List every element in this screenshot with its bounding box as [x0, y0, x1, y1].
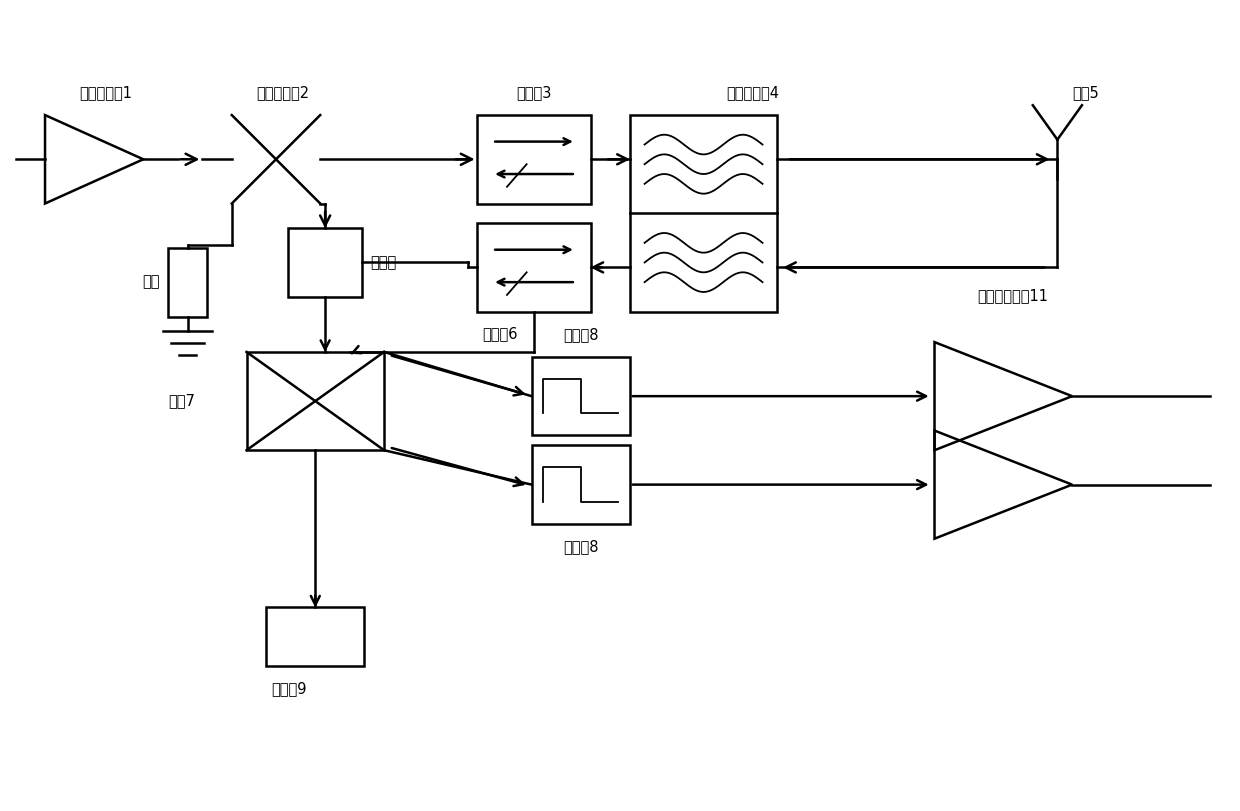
Text: 检波器9: 检波器9 — [272, 681, 306, 696]
Text: 正向耦合器2: 正向耦合器2 — [257, 85, 310, 101]
FancyBboxPatch shape — [477, 223, 590, 311]
Text: 限幅器8: 限幅器8 — [563, 327, 599, 342]
FancyBboxPatch shape — [630, 115, 777, 311]
FancyBboxPatch shape — [247, 352, 384, 450]
Text: 检波器: 检波器 — [370, 255, 396, 270]
FancyBboxPatch shape — [288, 228, 362, 297]
Text: 天线5: 天线5 — [1073, 85, 1099, 101]
FancyBboxPatch shape — [167, 247, 207, 316]
Text: 隔离器6: 隔离器6 — [482, 326, 518, 341]
FancyBboxPatch shape — [532, 357, 630, 436]
Text: 低噪声放大器11: 低噪声放大器11 — [977, 288, 1049, 303]
Text: 负载: 负载 — [143, 275, 160, 290]
Text: 电桥7: 电桥7 — [167, 393, 195, 409]
FancyBboxPatch shape — [477, 115, 590, 204]
Text: 功率放大器1: 功率放大器1 — [79, 85, 133, 101]
FancyBboxPatch shape — [532, 445, 630, 524]
Text: 隔离器3: 隔离器3 — [516, 85, 552, 101]
Text: 腔体滤波器4: 腔体滤波器4 — [727, 85, 779, 101]
FancyBboxPatch shape — [267, 607, 365, 667]
Text: 限幅器8: 限幅器8 — [563, 539, 599, 554]
